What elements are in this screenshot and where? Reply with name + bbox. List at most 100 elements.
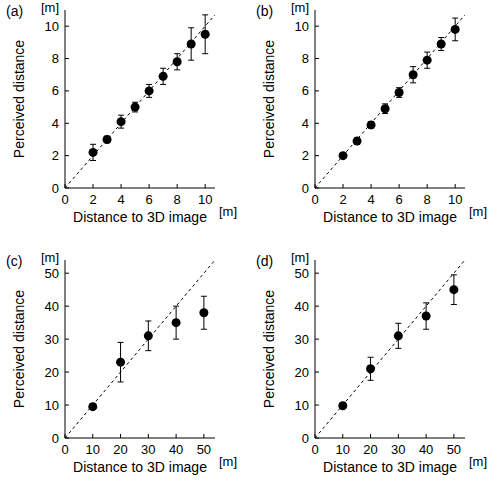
point <box>144 331 153 340</box>
x-tick-label: 30 <box>391 442 405 457</box>
error-cap <box>382 113 388 114</box>
y-tick <box>315 273 319 274</box>
point <box>394 331 403 340</box>
error-cap <box>174 69 180 70</box>
y-tick-label: 0 <box>52 431 59 446</box>
error-cap <box>424 68 430 69</box>
error-cap <box>146 97 152 98</box>
y-tick-label: 2 <box>52 148 59 163</box>
y-tick <box>65 90 69 91</box>
error-cap <box>396 97 402 98</box>
x-tick-label: 30 <box>141 442 155 457</box>
error-cap <box>423 302 429 303</box>
y-tick-label: 4 <box>302 116 309 131</box>
x-tick-label: 0 <box>61 192 68 207</box>
error-cap <box>452 40 458 41</box>
y-tick <box>65 372 69 373</box>
point <box>423 56 432 65</box>
error-cap <box>202 14 208 15</box>
point <box>103 135 112 144</box>
error-cap <box>118 128 124 129</box>
y-axis <box>65 260 66 438</box>
error-cap <box>146 84 152 85</box>
error-cap <box>90 160 96 161</box>
x-tick-label: 0 <box>311 192 318 207</box>
y-tick <box>315 405 319 406</box>
x-tick-label: 50 <box>197 442 211 457</box>
x-unit: [m] <box>219 204 237 219</box>
y-unit: [m] <box>291 250 309 265</box>
x-axis <box>65 438 215 439</box>
point <box>117 117 126 126</box>
x-label: Distance to 3D image <box>323 209 457 225</box>
y-tick <box>315 26 319 27</box>
y-tick <box>315 90 319 91</box>
y-tick <box>65 306 69 307</box>
y-tick-label: 6 <box>302 83 309 98</box>
x-tick-label: 4 <box>117 192 124 207</box>
y-axis <box>315 10 316 188</box>
y-tick-label: 30 <box>45 332 59 347</box>
y-tick <box>315 58 319 59</box>
y-tick <box>315 123 319 124</box>
point <box>367 120 376 129</box>
plot-area <box>315 15 465 188</box>
x-tick-label: 6 <box>145 192 152 207</box>
y-tick <box>65 155 69 156</box>
x-tick-label: 40 <box>169 442 183 457</box>
y-tick <box>65 123 69 124</box>
error-cap <box>132 102 138 103</box>
error-cap <box>145 350 151 351</box>
x-tick-label: 4 <box>367 192 374 207</box>
reference-line <box>315 15 465 188</box>
error-cap <box>132 111 138 112</box>
x-tick <box>92 434 93 438</box>
x-unit: [m] <box>219 454 237 469</box>
x-tick <box>370 434 371 438</box>
point <box>366 364 375 373</box>
y-tick-label: 4 <box>52 116 59 131</box>
error-cap <box>438 50 444 51</box>
panel-label: (a) <box>6 3 23 19</box>
x-axis <box>315 438 465 439</box>
error-cap <box>118 342 124 343</box>
panel: (c)0102030405001020304050[m][m]Distance … <box>6 250 237 475</box>
x-tick-label: 10 <box>448 192 462 207</box>
point <box>449 285 458 294</box>
point <box>116 358 125 367</box>
y-tick <box>65 58 69 59</box>
x-tick <box>176 434 177 438</box>
x-tick <box>177 184 178 188</box>
error-cap <box>118 381 124 382</box>
reference-line <box>65 15 215 188</box>
y-tick-label: 2 <box>302 148 309 163</box>
x-tick <box>398 434 399 438</box>
point <box>89 148 98 157</box>
error-cap <box>395 323 401 324</box>
x-tick-label: 2 <box>339 192 346 207</box>
y-tick-label: 10 <box>45 19 59 34</box>
reference-line <box>315 260 465 438</box>
point <box>88 402 97 411</box>
point <box>381 104 390 113</box>
y-tick-label: 50 <box>295 266 309 281</box>
x-tick-label: 0 <box>61 442 68 457</box>
plot-area <box>65 260 215 438</box>
y-tick <box>65 273 69 274</box>
panel-label: (c) <box>6 253 22 269</box>
error-cap <box>423 329 429 330</box>
y-label: Perceived distance <box>11 40 27 159</box>
y-tick-label: 0 <box>302 431 309 446</box>
y-axis <box>315 260 316 438</box>
x-tick <box>93 184 94 188</box>
error-cap <box>368 357 374 358</box>
error-cap <box>201 329 207 330</box>
point <box>159 72 168 81</box>
reference-line <box>65 260 215 438</box>
x-tick <box>343 184 344 188</box>
y-label: Perceived distance <box>261 40 277 159</box>
y-tick-label: 10 <box>45 398 59 413</box>
panel: (b)02468100246810[m][m]Distance to 3D im… <box>256 0 487 225</box>
panel-label: (d) <box>256 253 273 269</box>
y-tick-label: 0 <box>302 181 309 196</box>
